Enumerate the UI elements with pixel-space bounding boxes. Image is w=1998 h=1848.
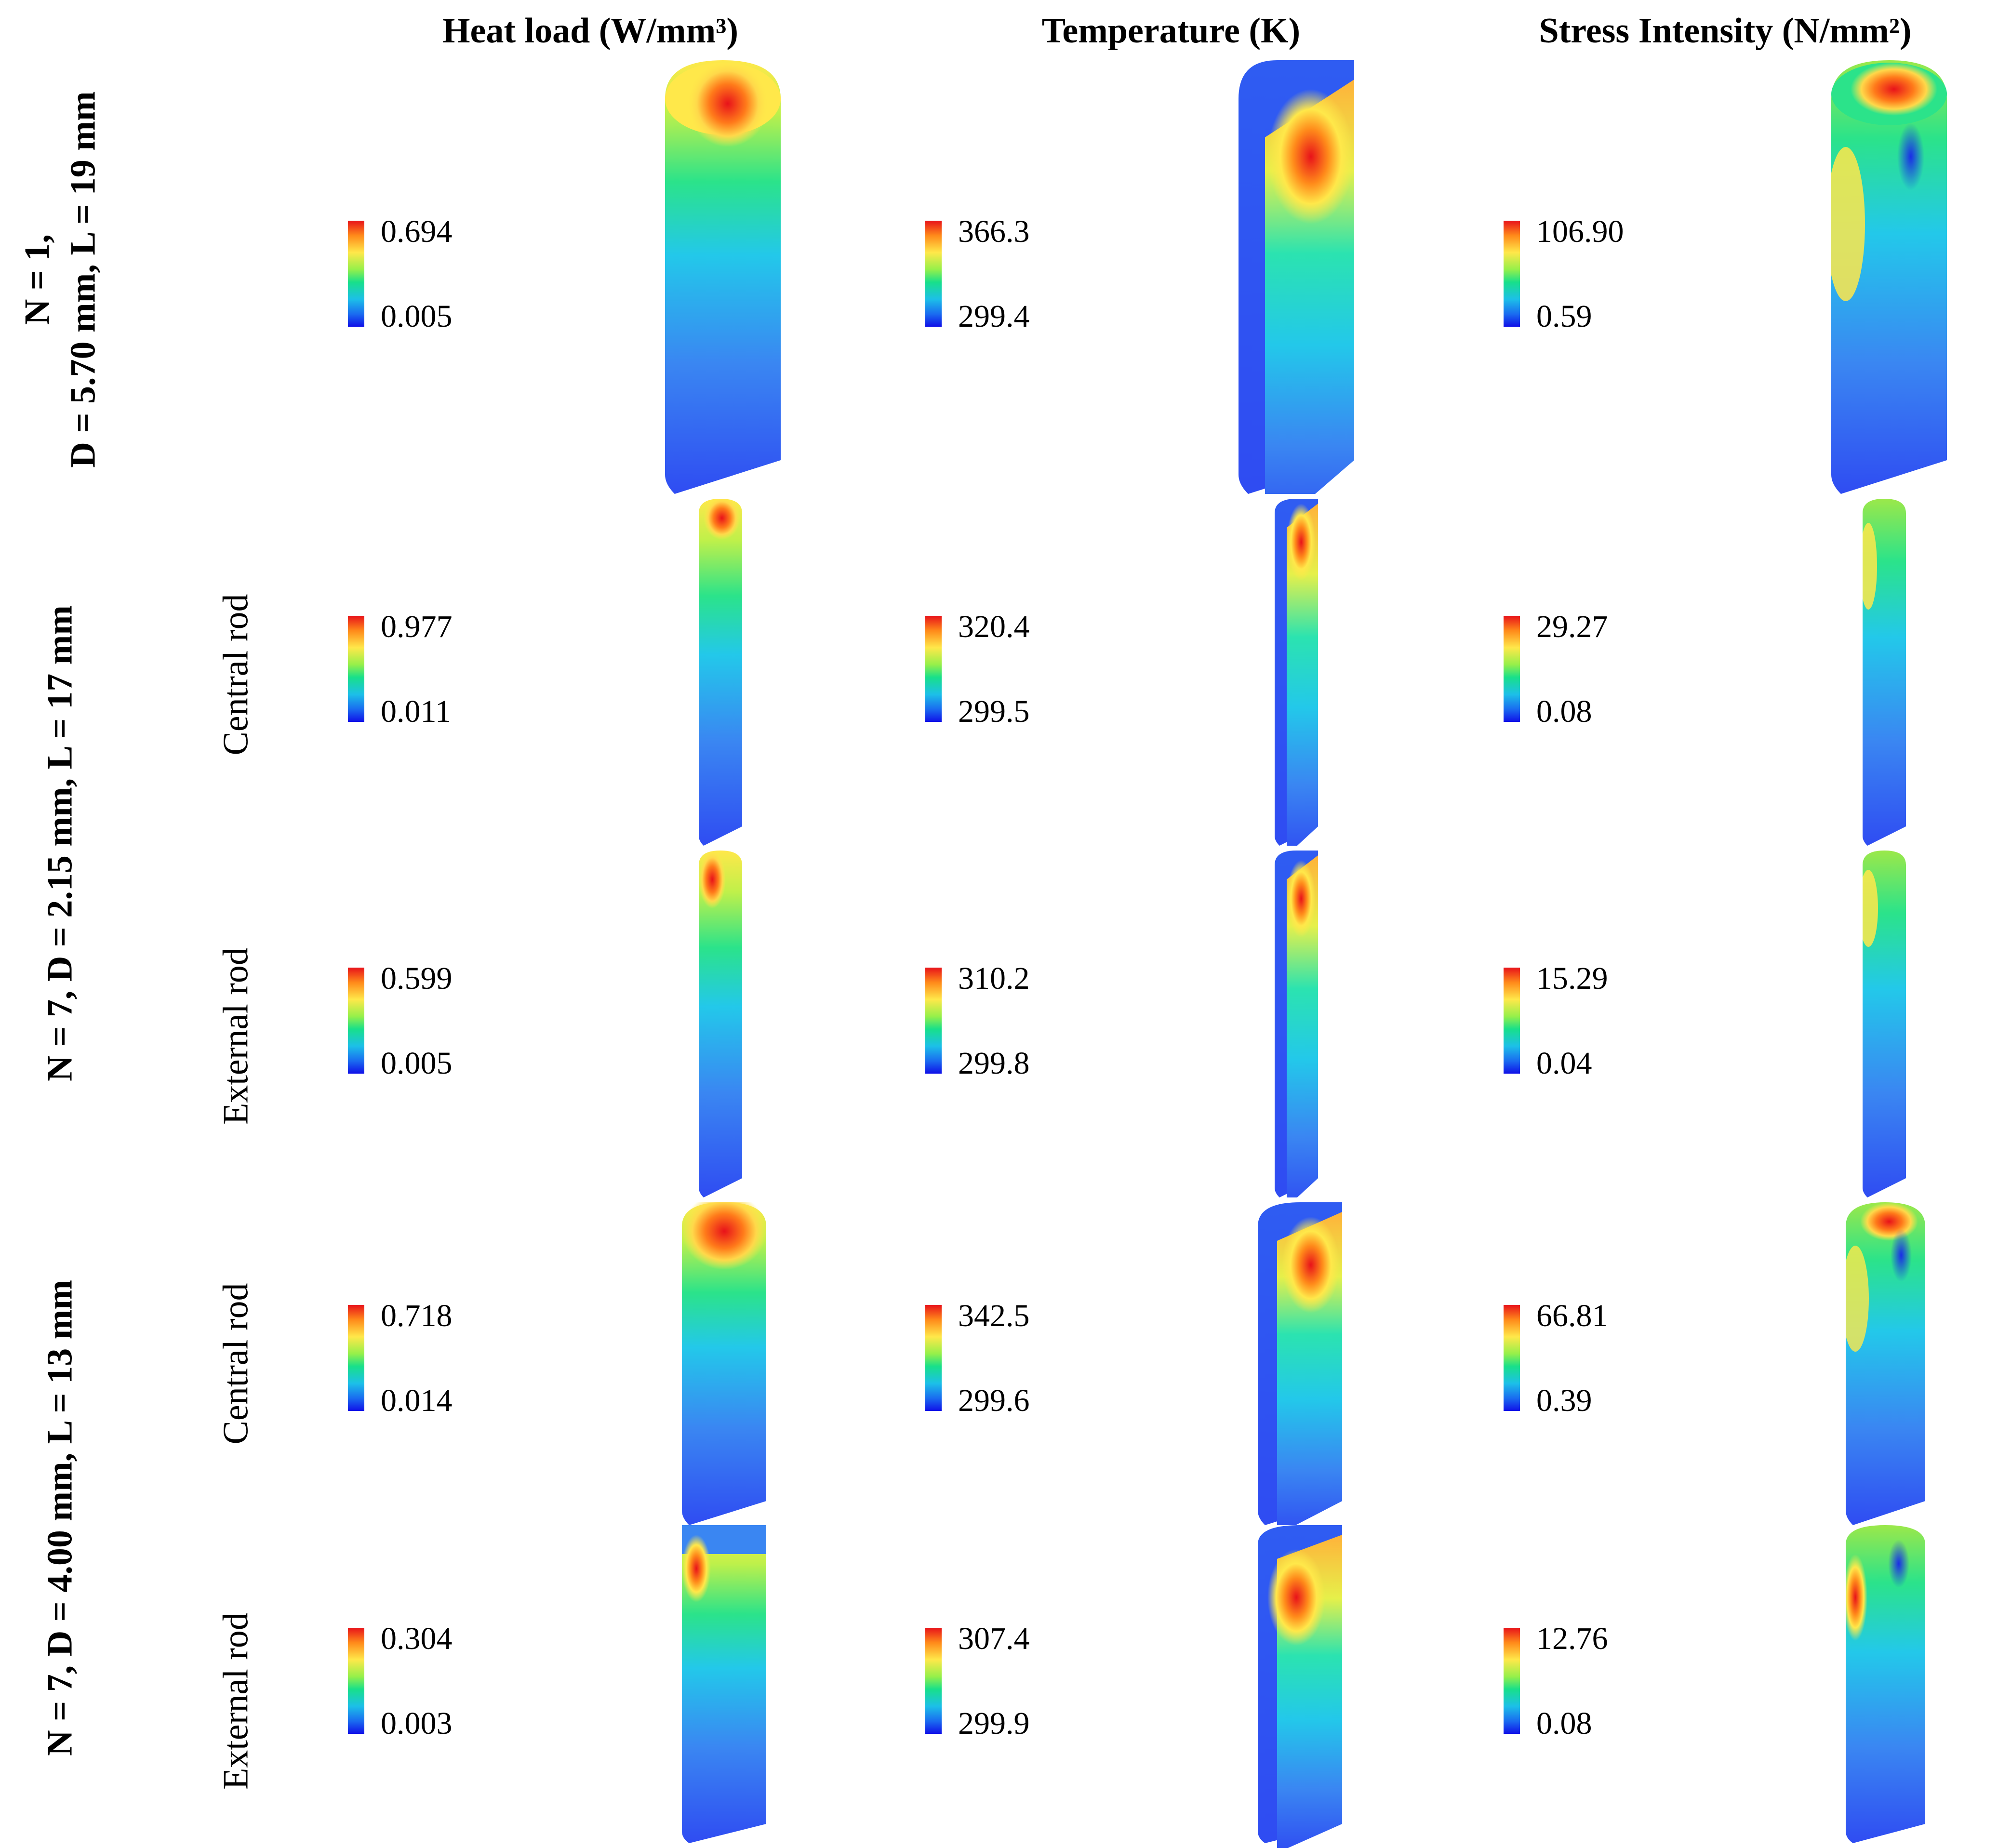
colorbar-stress-r4	[1504, 1628, 1520, 1734]
rod-stress-r0	[1831, 60, 1947, 494]
colorbar-min-heat-r0: 0.005	[381, 299, 453, 334]
rod-stress-r2	[1863, 851, 1906, 1197]
colorbar-min-stress-r4: 0.08	[1536, 1706, 1592, 1741]
colorbar-temp-r2	[925, 968, 942, 1074]
colorbar-max-stress-r0: 106.90	[1536, 214, 1624, 249]
colorbar-min-temp-r2: 299.8	[958, 1046, 1030, 1081]
group-label-n7-d215: N = 7, D = 2.15 mm, L = 17 mm	[40, 605, 80, 1081]
colorbar-heat-r1	[348, 616, 364, 722]
colorbar-max-temp-r2: 310.2	[958, 961, 1030, 996]
group-label-n1-line1: N = 1,	[17, 234, 57, 325]
colorbar-max-temp-r1: 320.4	[958, 609, 1030, 644]
colorbar-min-stress-r0: 0.59	[1536, 299, 1592, 334]
rod-label-external-small: External rod	[216, 947, 256, 1125]
colorbar-max-heat-r4: 0.304	[381, 1621, 453, 1656]
colorbar-temp-r1	[925, 616, 942, 722]
colorbar-min-temp-r1: 299.5	[958, 694, 1030, 729]
header-stress-intensity: Stress Intensity (N/mm²)	[1539, 11, 1912, 51]
group-label-n1-line2: D = 5.70 mm, L = 19 mm	[63, 91, 103, 468]
colorbar-stress-r2	[1504, 968, 1520, 1074]
colorbar-min-heat-r1: 0.011	[381, 694, 452, 729]
rod-temp-r4	[1258, 1525, 1342, 1848]
group-label-n7-d400: N = 7, D = 4.00 mm, L = 13 mm	[40, 1280, 80, 1756]
colorbar-heat-r3	[348, 1305, 364, 1411]
colorbar-min-temp-r0: 299.4	[958, 299, 1030, 334]
colorbar-max-heat-r3: 0.718	[381, 1298, 453, 1333]
colorbar-temp-r3	[925, 1305, 942, 1411]
colorbar-max-stress-r2: 15.29	[1536, 961, 1608, 996]
colorbar-max-stress-r3: 66.81	[1536, 1298, 1608, 1333]
rod-heat-r2	[699, 851, 742, 1197]
rod-stress-r4	[1846, 1525, 1925, 1848]
rod-heat-r4	[682, 1525, 766, 1848]
colorbar-min-temp-r4: 299.9	[958, 1706, 1030, 1741]
colorbar-stress-r3	[1504, 1305, 1520, 1411]
colorbar-max-temp-r4: 307.4	[958, 1621, 1030, 1656]
rod-temp-r3	[1258, 1202, 1342, 1525]
colorbar-heat-r4	[348, 1628, 364, 1734]
colorbar-min-heat-r3: 0.014	[381, 1383, 453, 1418]
colorbar-max-temp-r0: 366.3	[958, 214, 1030, 249]
colorbar-max-stress-r4: 12.76	[1536, 1621, 1608, 1656]
colorbar-temp-r0	[925, 221, 942, 327]
rod-heat-r1	[699, 499, 742, 846]
rod-stress-r3	[1846, 1202, 1925, 1525]
colorbar-min-heat-r2: 0.005	[381, 1046, 453, 1081]
colorbar-heat-r0	[348, 221, 364, 327]
colorbar-max-heat-r0: 0.694	[381, 214, 453, 249]
rod-heat-r3	[682, 1202, 766, 1525]
colorbar-min-heat-r4: 0.003	[381, 1706, 453, 1741]
colorbar-min-temp-r3: 299.6	[958, 1383, 1030, 1418]
group-label-n1: N = 1, D = 5.70 mm, L = 19 mm	[14, 91, 106, 467]
rod-heat-r0	[665, 60, 781, 494]
colorbar-heat-r2	[348, 968, 364, 1074]
header-temperature: Temperature (K)	[1041, 11, 1301, 51]
colorbar-min-stress-r2: 0.04	[1536, 1046, 1592, 1081]
colorbar-min-stress-r3: 0.39	[1536, 1383, 1592, 1418]
rod-temp-r1	[1275, 499, 1318, 846]
colorbar-max-heat-r1: 0.977	[381, 609, 453, 644]
colorbar-max-heat-r2: 0.599	[381, 961, 453, 996]
rod-temp-r0	[1239, 60, 1354, 494]
rod-temp-r2	[1275, 851, 1318, 1197]
colorbar-stress-r1	[1504, 616, 1520, 722]
colorbar-min-stress-r1: 0.08	[1536, 694, 1592, 729]
colorbar-max-temp-r3: 342.5	[958, 1298, 1030, 1333]
rod-label-central-small: Central rod	[216, 594, 256, 756]
colorbar-temp-r4	[925, 1628, 942, 1734]
rod-label-central-large: Central rod	[216, 1283, 256, 1445]
header-heat-load: Heat load (W/mm³)	[442, 11, 739, 51]
colorbar-max-stress-r1: 29.27	[1536, 609, 1608, 644]
rod-stress-r1	[1863, 499, 1906, 846]
rod-label-external-large: External rod	[216, 1612, 256, 1790]
colorbar-stress-r0	[1504, 221, 1520, 327]
